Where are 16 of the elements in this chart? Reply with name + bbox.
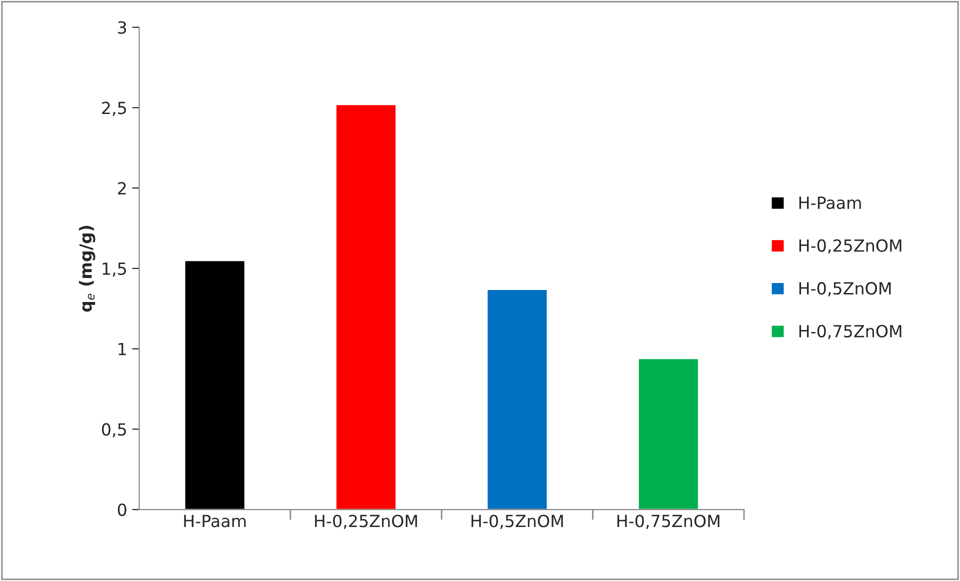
legend-label: H-Paam [799, 196, 861, 210]
x-tick-label: H-0,25ZnOM [315, 514, 417, 529]
legend-label: H-0,75ZnOM [799, 324, 902, 340]
y-tick-label: 3 [118, 21, 126, 34]
legend-label: H-0,5ZnOM [799, 282, 891, 296]
x-tick-label: H-0,75ZnOM [617, 514, 720, 529]
y-tick-label: 2 [118, 182, 126, 194]
x-tick-label: H-Paam [184, 514, 246, 528]
y-axis-title: q$_{e}$ (mg/g) [79, 226, 96, 312]
y-tick-label: 1,5 [102, 262, 126, 277]
x-tick-label: H-0,5ZnOM [472, 514, 563, 529]
y-tick-label: 1 [118, 342, 126, 356]
y-tick-label: 0,5 [102, 423, 126, 438]
y-tick-label: 2,5 [102, 102, 126, 116]
y-tick-label: 0 [118, 504, 126, 516]
legend-label: H-0,25ZnOM [799, 239, 902, 254]
